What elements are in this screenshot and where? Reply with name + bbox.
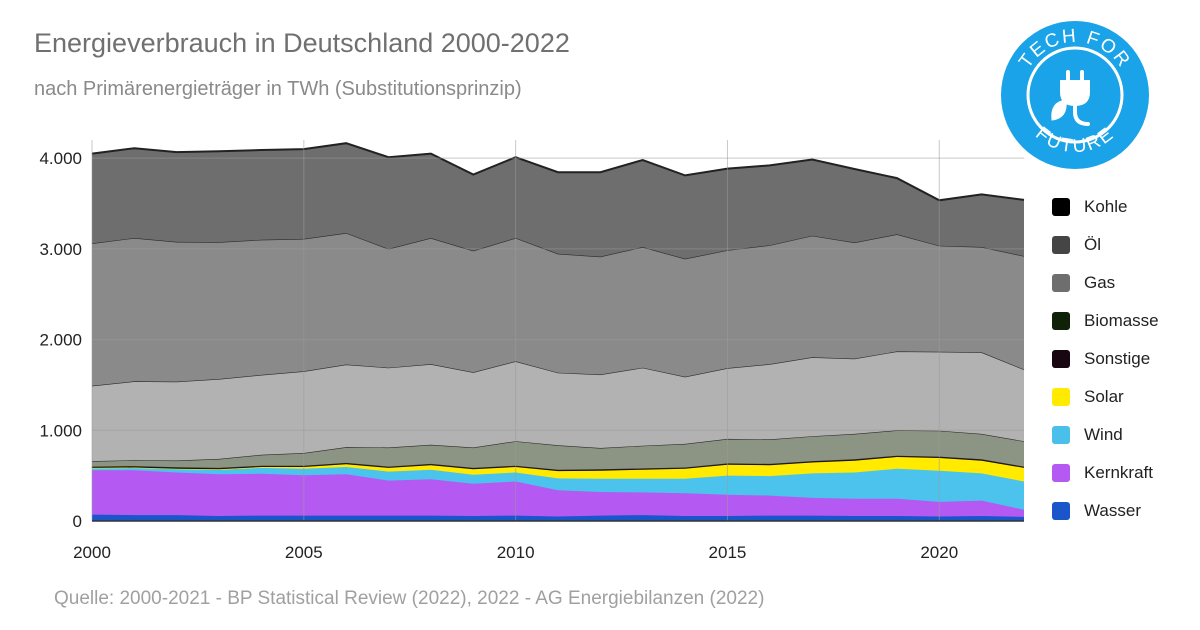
legend-item-biomasse: Biomasse [1052, 308, 1159, 334]
area-gas [92, 351, 1024, 462]
legend-label: Kohle [1084, 197, 1128, 216]
x-tick-label: 2000 [73, 543, 111, 562]
legend-item-öl: Öl [1052, 232, 1101, 258]
plug-leaf-icon [1051, 70, 1090, 126]
legend-label: Gas [1084, 273, 1116, 292]
area-öl [92, 233, 1024, 386]
line-kohle [91, 142, 1025, 202]
tech-for-future-logo: TECH FOR FUTURE [1001, 21, 1149, 169]
area-biomasse [92, 430, 1024, 470]
legend-label: Wasser [1084, 501, 1141, 520]
legend-swatch [1052, 312, 1070, 330]
area-kohle [92, 143, 1024, 259]
legend-item-kohle: Kohle [1052, 194, 1127, 220]
x-tick-label: 2010 [497, 543, 535, 562]
chart-title: Energieverbrauch in Deutschland 2000-202… [34, 28, 570, 58]
legend-item-wasser: Wasser [1052, 498, 1141, 524]
area-wind [92, 467, 1024, 510]
x-tick-label: 2020 [920, 543, 958, 562]
legend-swatch [1052, 464, 1070, 482]
legend-swatch [1052, 426, 1070, 444]
legend-label: Solar [1084, 387, 1124, 406]
y-tick-label: 1.000 [39, 421, 82, 440]
legend-label: Wind [1084, 425, 1123, 444]
legend-swatch [1052, 198, 1070, 216]
chart-subtitle: nach Primärenergieträger in TWh (Substit… [34, 78, 522, 100]
area-kernkraft [92, 470, 1024, 517]
x-tick-label: 2015 [709, 543, 747, 562]
area-sonstige [92, 455, 1024, 472]
legend-swatch [1052, 236, 1070, 254]
legend-swatch [1052, 388, 1070, 406]
legend-label: Sonstige [1084, 349, 1151, 368]
legend-item-solar: Solar [1052, 384, 1124, 410]
area-solar [92, 457, 1024, 482]
y-tick-label: 3.000 [39, 240, 82, 259]
legend-item-kernkraft: Kernkraft [1052, 460, 1153, 486]
x-tick-label: 2005 [285, 543, 323, 562]
y-tick-label: 2.000 [39, 331, 82, 350]
legend-item-wind: Wind [1052, 422, 1123, 448]
legend-item-sonstige: Sonstige [1052, 346, 1150, 372]
source-note: Quelle: 2000-2021 - BP Statistical Revie… [54, 588, 765, 609]
legend-label: Biomasse [1084, 311, 1159, 330]
legend-label: Öl [1084, 235, 1101, 254]
legend-swatch [1052, 274, 1070, 292]
y-tick-label: 4.000 [39, 149, 82, 168]
y-tick-label: 0 [73, 512, 82, 531]
legend-item-gas: Gas [1052, 270, 1115, 296]
legend-swatch [1052, 502, 1070, 520]
legend-swatch [1052, 350, 1070, 368]
legend-label: Kernkraft [1084, 463, 1153, 482]
